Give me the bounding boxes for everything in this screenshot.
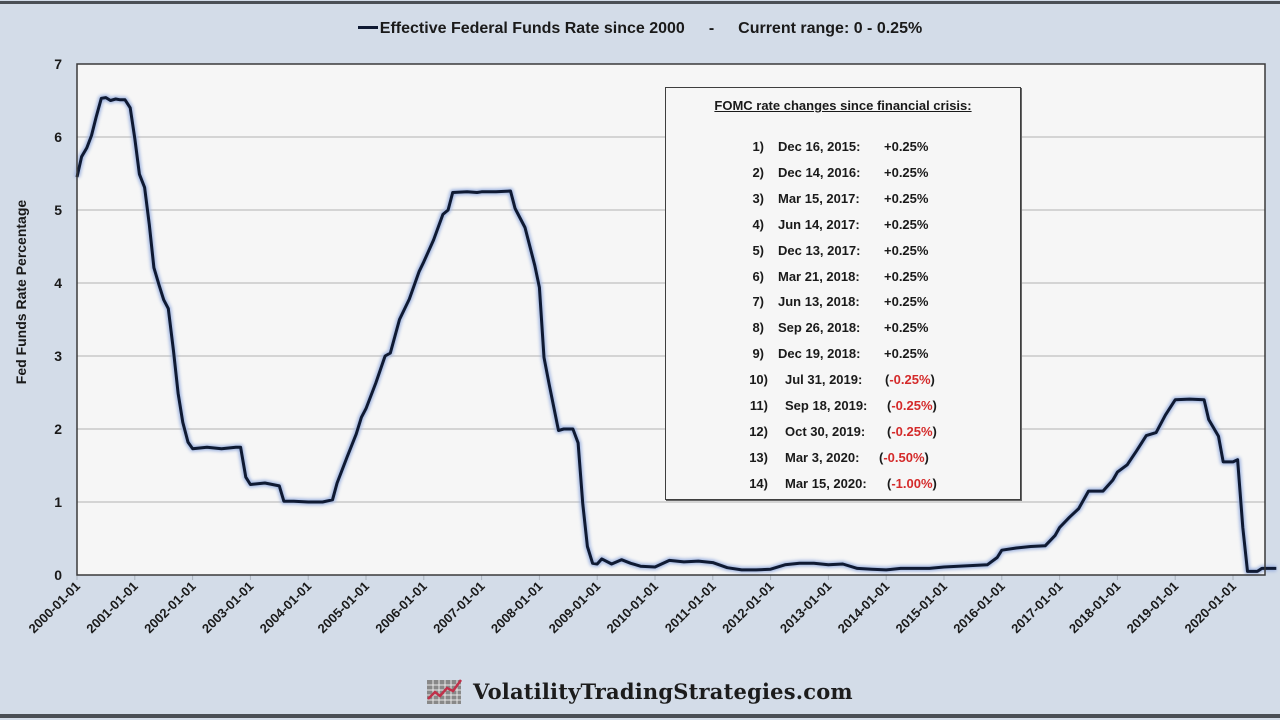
- x-tick-label: 2013-01-01: [777, 579, 835, 637]
- legend-label: Effective Federal Funds Rate since 2000: [379, 20, 685, 37]
- x-tick-label: 2002-01-01: [141, 579, 199, 637]
- item-date: Oct 30, 2019:: [785, 423, 866, 439]
- item-number: 8): [752, 320, 764, 336]
- x-tick-label: 2020-01-01: [1181, 579, 1239, 637]
- x-tick-label: 2012-01-01: [719, 579, 777, 637]
- item-date: Mar 15, 2017:: [778, 190, 860, 206]
- x-tick-label: 2011-01-01: [662, 579, 719, 636]
- item-number: 12): [749, 423, 768, 439]
- item-change: (-0.25%): [887, 398, 937, 413]
- plot-border: [76, 63, 1266, 576]
- item-change: +0.25%: [884, 164, 929, 180]
- item-change: +0.25%: [884, 294, 929, 310]
- x-tick-label: 2006-01-01: [372, 579, 430, 637]
- item-number: 13): [749, 449, 768, 465]
- x-tick-label: 2009-01-01: [546, 579, 604, 637]
- y-tick-label: 2: [54, 421, 62, 437]
- item-change: +0.25%: [884, 216, 929, 232]
- x-tick-label: 2004-01-01: [257, 579, 315, 637]
- item-date: Dec 16, 2015:: [778, 139, 861, 154]
- item-number: 11): [749, 398, 768, 413]
- bottom-border: [0, 714, 1280, 718]
- x-axis-ticks: 2000-01-01 2001-01-01 2002-01-01 2003-01-01…: [25, 575, 1239, 636]
- item-date: Dec 19, 2018:: [778, 346, 861, 362]
- current-range: Current range: 0 - 0.25%: [738, 20, 923, 37]
- x-tick-label: 2015-01-01: [892, 579, 950, 637]
- item-date: Mar 21, 2018:: [778, 268, 860, 284]
- series-line: [75, 96, 1277, 573]
- title-separator: -: [708, 20, 715, 37]
- brand-name: VolatilityTradingStrategies.com: [473, 678, 853, 704]
- chart-grid-icon: [427, 679, 463, 704]
- x-tick-label: 2007-01-01: [430, 579, 488, 637]
- item-number: 9): [752, 346, 764, 362]
- item-date: Dec 14, 2016:: [778, 164, 861, 180]
- y-tick-label: 3: [54, 348, 62, 364]
- x-tick-label: 2016-01-01: [950, 579, 1008, 637]
- item-number: 3): [752, 190, 764, 206]
- top-border: [0, 1, 1280, 4]
- x-tick-label: 2010-01-01: [603, 579, 661, 637]
- legend-line-swatch: [357, 25, 378, 29]
- item-change: +0.25%: [884, 346, 929, 362]
- item-number: 1): [752, 139, 764, 154]
- item-number: 5): [752, 242, 764, 258]
- item-date: Mar 15, 2020:: [785, 475, 867, 491]
- y-axis-ticks: 0 1 2 3 4 5 6 7: [54, 56, 62, 583]
- item-number: 7): [752, 294, 764, 310]
- x-tick-label: 2014-01-01: [835, 579, 893, 637]
- item-change: +0.25%: [884, 242, 929, 258]
- x-tick-label: 2005-01-01: [314, 579, 372, 637]
- info-box-title: FOMC rate changes since financial crisis…: [714, 98, 972, 113]
- item-date: Dec 13, 2017:: [778, 242, 861, 258]
- item-change: +0.25%: [884, 320, 929, 336]
- item-change: (-0.25%): [885, 372, 935, 388]
- item-number: 10): [749, 372, 768, 388]
- item-number: 6): [752, 268, 764, 284]
- item-date: Jun 14, 2017:: [778, 216, 860, 232]
- y-tick-label: 0: [54, 567, 62, 583]
- chart-title: Effective Federal Funds Rate since 2000 -…: [0, 20, 1280, 38]
- item-number: 4): [752, 216, 764, 232]
- brand-logo: VolatilityTradingStrategies.com: [425, 676, 853, 706]
- item-change: +0.25%: [884, 268, 929, 284]
- item-change: (-1.00%): [887, 475, 937, 491]
- item-number: 14): [749, 475, 768, 491]
- item-change: +0.25%: [884, 139, 929, 154]
- fomc-info-box: FOMC rate changes since financial crisis…: [665, 87, 1021, 500]
- x-tick-label: 2008-01-01: [488, 579, 546, 637]
- y-tick-label: 1: [54, 494, 62, 510]
- item-date: Jun 13, 2018:: [778, 294, 860, 310]
- item-date: Mar 3, 2020:: [785, 449, 860, 465]
- x-tick-label: 2001-01-01: [83, 579, 141, 637]
- y-tick-label: 5: [54, 202, 62, 218]
- x-tick-label: 2018-01-01: [1066, 579, 1124, 637]
- item-change: (-0.25%): [887, 423, 937, 439]
- item-number: 2): [752, 164, 764, 180]
- y-tick-label: 4: [54, 275, 62, 291]
- y-tick-label: 6: [54, 129, 62, 145]
- item-date: Jul 31, 2019:: [785, 372, 863, 388]
- item-date: Sep 18, 2019:: [785, 398, 868, 413]
- x-tick-label: 2017-01-01: [1008, 579, 1066, 637]
- item-change: (-0.50%): [879, 449, 929, 465]
- x-tick-label: 2003-01-01: [199, 579, 257, 637]
- item-date: Sep 26, 2018:: [778, 320, 861, 336]
- x-tick-label: 2000-01-01: [25, 579, 83, 637]
- item-change: +0.25%: [884, 190, 929, 206]
- y-tick-label: 7: [54, 56, 62, 72]
- x-tick-label: 2019-01-01: [1124, 579, 1182, 637]
